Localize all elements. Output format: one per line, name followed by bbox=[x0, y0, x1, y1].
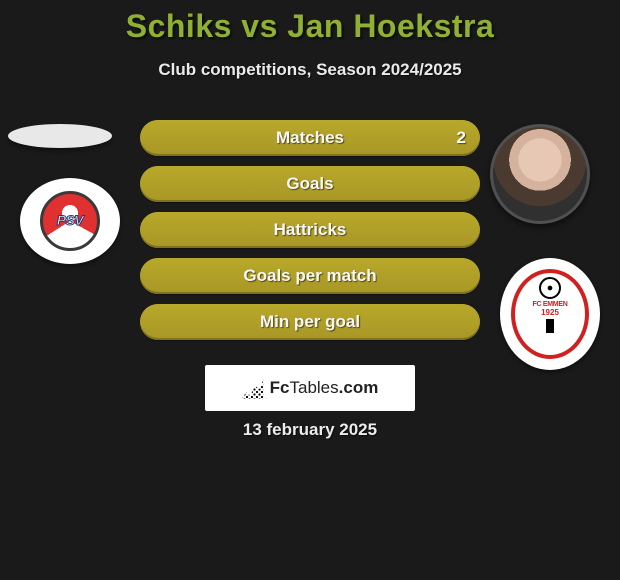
stat-row: Min per goal bbox=[140, 304, 480, 340]
emmen-badge: FC EMMEN 1925 bbox=[511, 269, 589, 359]
stat-row: Matches2 bbox=[140, 120, 480, 156]
brand-text: FcTables.com bbox=[270, 378, 379, 398]
page-subtitle: Club competitions, Season 2024/2025 bbox=[0, 60, 620, 80]
stat-row: Goals bbox=[140, 166, 480, 202]
brand-prefix: Fc bbox=[270, 378, 290, 397]
player-left-club-logo: PSV bbox=[20, 178, 120, 264]
soccer-ball-icon bbox=[539, 277, 561, 299]
stat-bar-fill-right bbox=[140, 212, 480, 248]
comparison-date: 13 february 2025 bbox=[0, 420, 620, 440]
brand-chart-icon bbox=[242, 377, 264, 399]
stat-bar-fill-right bbox=[140, 304, 480, 340]
player-right-club-logo: FC EMMEN 1925 bbox=[500, 258, 600, 370]
psv-badge-text: PSV bbox=[57, 212, 84, 228]
brand-main: Tables bbox=[290, 378, 339, 397]
tower-icon bbox=[546, 319, 554, 333]
player-right-photo bbox=[490, 124, 590, 224]
player-left-photo bbox=[8, 124, 112, 148]
emmen-badge-year: 1925 bbox=[541, 308, 559, 317]
stat-bar-fill-right bbox=[140, 120, 480, 156]
emmen-badge-text: FC EMMEN bbox=[533, 301, 568, 308]
brand-suffix: .com bbox=[339, 378, 379, 397]
stat-bars: Matches2 Goals Hattricks Goals per match Min… bbox=[140, 120, 480, 340]
stat-bar-fill-right bbox=[140, 166, 480, 202]
comparison-card: Schiks vs Jan Hoekstra Club competitions… bbox=[0, 0, 620, 580]
page-title: Schiks vs Jan Hoekstra bbox=[0, 8, 620, 45]
stat-bar-fill-right bbox=[140, 258, 480, 294]
psv-badge: PSV bbox=[40, 191, 100, 251]
stat-row: Hattricks bbox=[140, 212, 480, 248]
brand-badge: FcTables.com bbox=[205, 365, 415, 411]
stat-row: Goals per match bbox=[140, 258, 480, 294]
